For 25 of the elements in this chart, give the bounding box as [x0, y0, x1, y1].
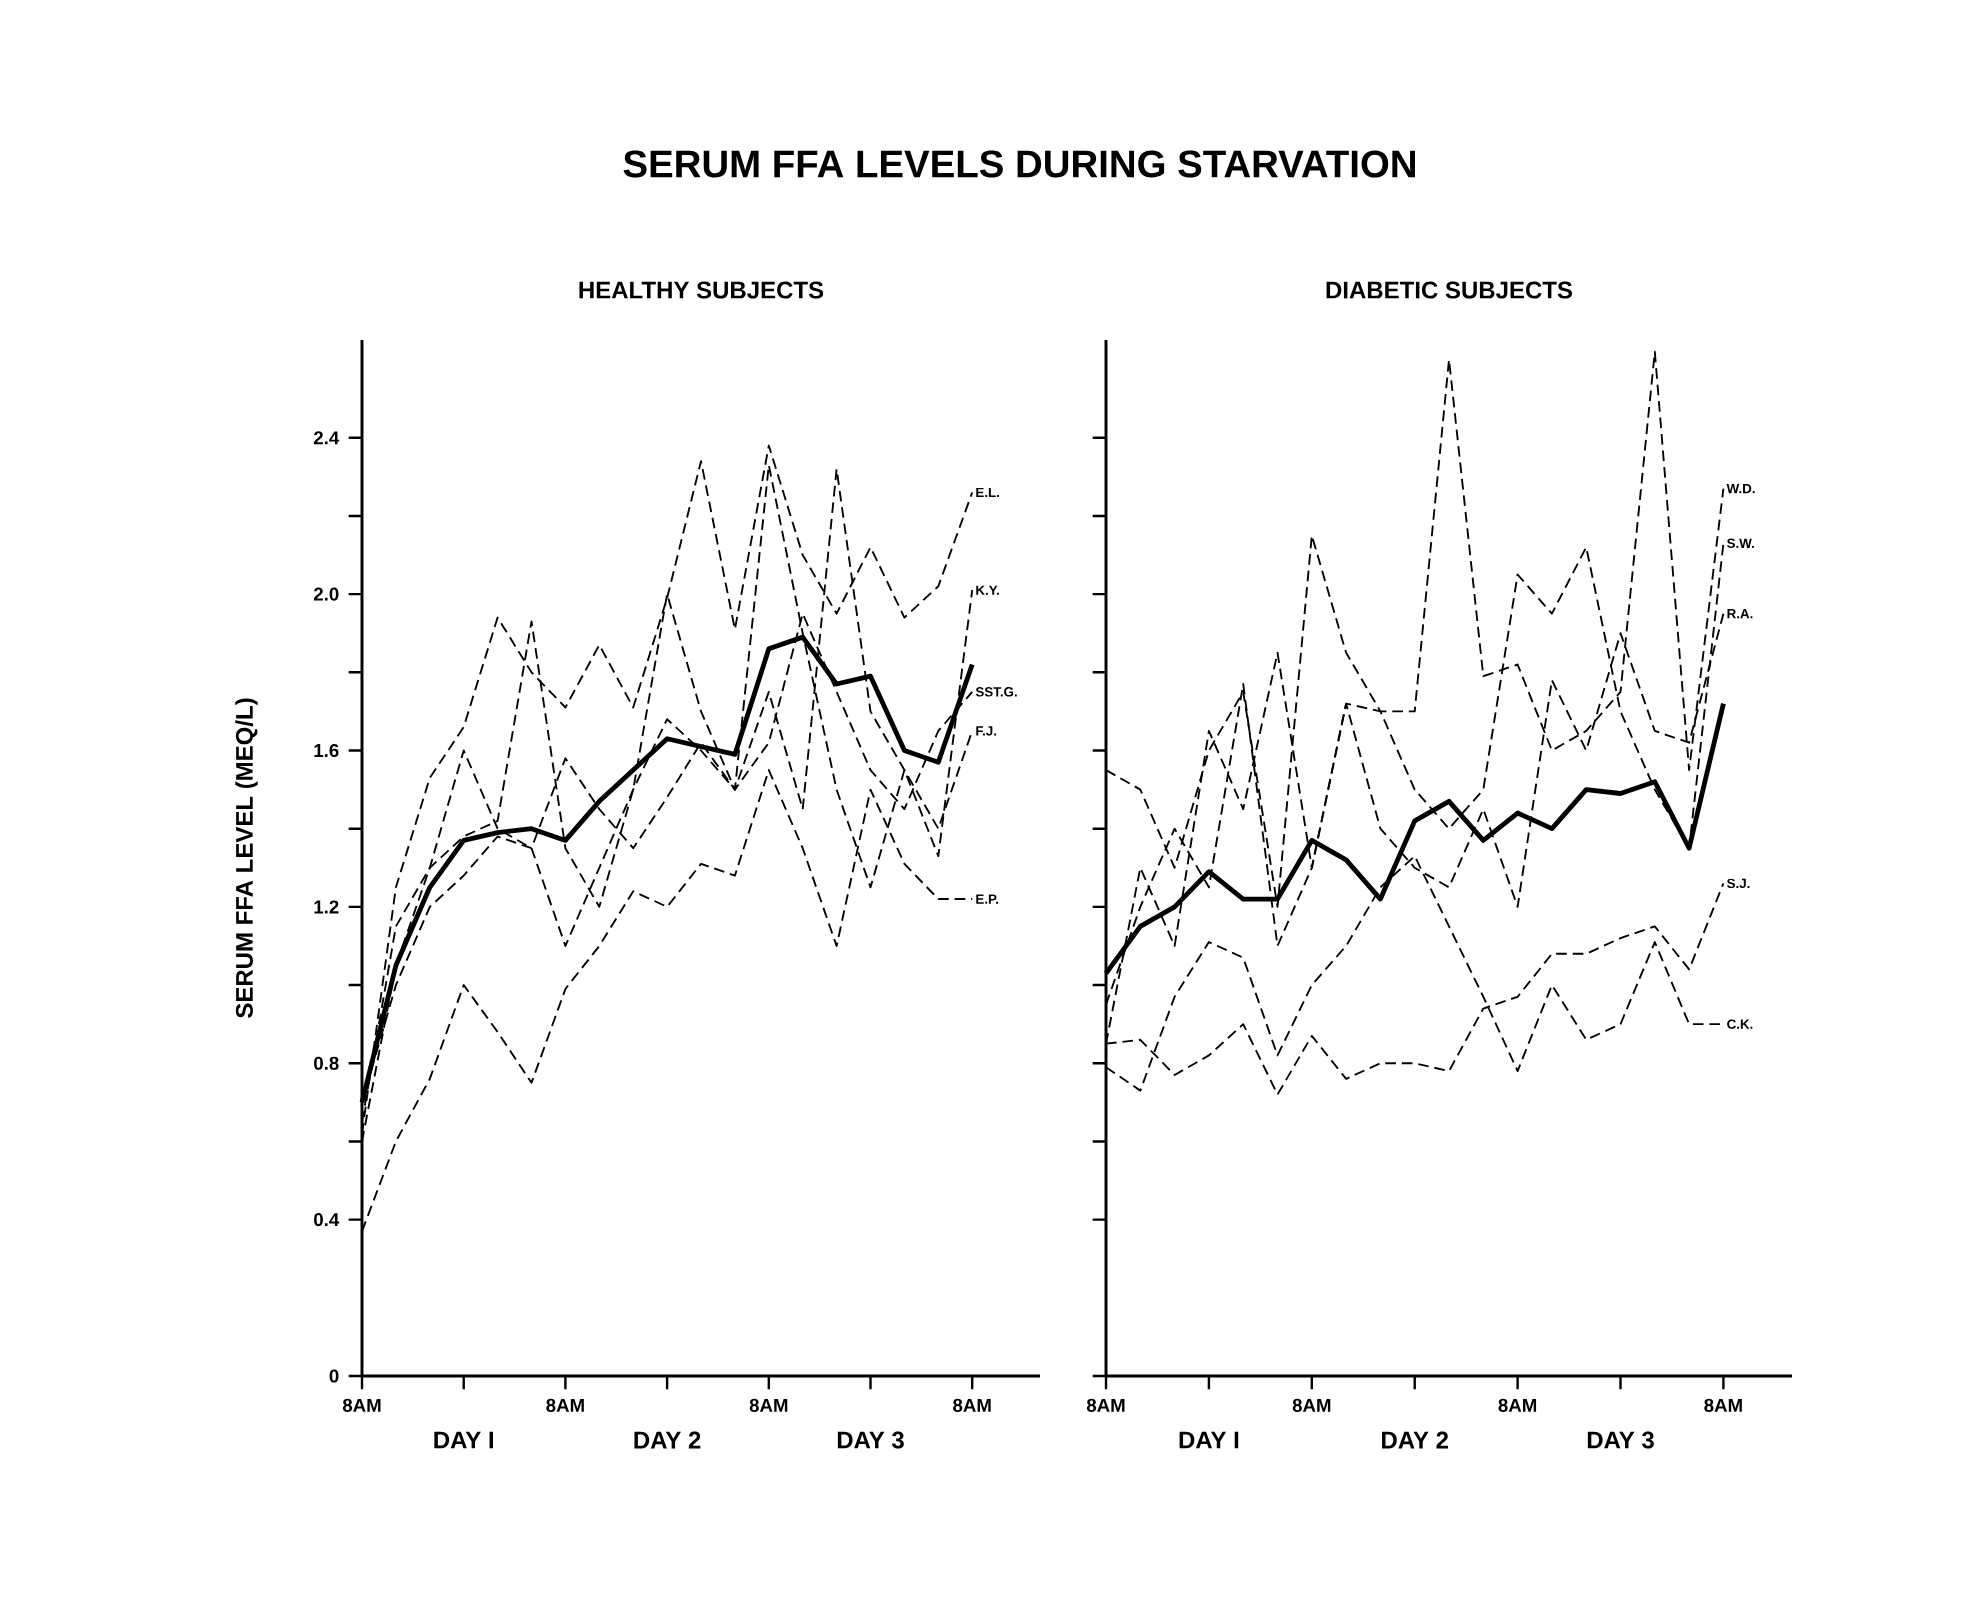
y-tick-label: 0.8 [314, 1056, 339, 1070]
y-tick-label: 1.2 [314, 900, 339, 914]
chart-subtitle: DIABETIC SUBJECTS [1326, 281, 1573, 299]
x-tick-label: 8AM [546, 1398, 584, 1412]
x-tick-label: 8AM [749, 1398, 788, 1412]
y-tick-label: 2.0 [313, 587, 339, 601]
y-tick-label: 0 [329, 1369, 339, 1383]
text: DAY 2 [1382, 1431, 1448, 1449]
text: DAY 2 [634, 1431, 701, 1449]
text: DAY I [434, 1431, 493, 1449]
x-tick-label: 8AM [1292, 1398, 1331, 1412]
text: DAY 3 [1587, 1431, 1654, 1449]
x-tick-label: 8AM [953, 1398, 991, 1412]
chart-subtitle: HEALTHY SUBJECTS [579, 281, 824, 299]
text: DAY I [1179, 1431, 1239, 1449]
y-axis-title: SERUM FFA LEVEL (MEQ/L) [235, 698, 258, 1018]
y-tick-label: 0.4 [314, 1213, 340, 1227]
x-tick-label: 8AM [1498, 1398, 1537, 1412]
x-tick-label: 8AM [1704, 1398, 1742, 1412]
x-tick-label: 8AM [1086, 1398, 1125, 1412]
x-tick-label: 8AM [342, 1398, 381, 1412]
y-tick-label: 1.6 [314, 743, 339, 758]
chart-title: SERUM FFA LEVELS DURING STARVATION [623, 150, 1415, 178]
y-tick-label: 2.4 [313, 431, 340, 445]
text: DAY 3 [837, 1431, 904, 1449]
